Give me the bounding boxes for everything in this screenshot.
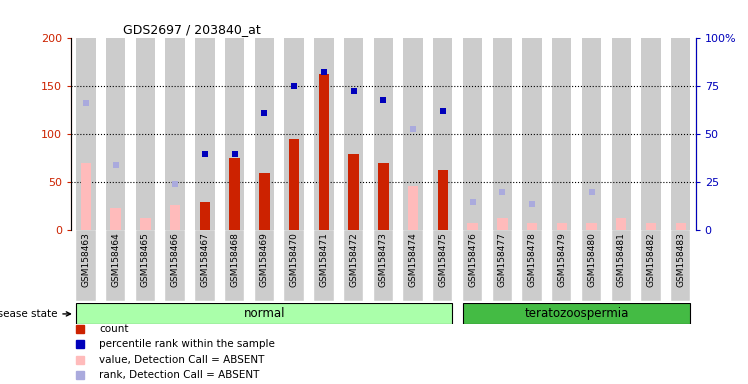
Text: count: count — [99, 324, 129, 334]
Bar — [641, 38, 660, 230]
Bar — [284, 38, 304, 230]
Text: GSM158481: GSM158481 — [617, 233, 626, 287]
Bar — [612, 38, 631, 230]
Text: GSM158471: GSM158471 — [319, 233, 328, 287]
Bar — [433, 230, 453, 301]
Bar — [374, 38, 393, 230]
Bar — [349, 154, 359, 230]
Text: teratozoospermia: teratozoospermia — [524, 308, 629, 320]
Bar — [314, 38, 334, 230]
Bar — [195, 230, 215, 301]
Text: rank, Detection Call = ABSENT: rank, Detection Call = ABSENT — [99, 370, 260, 381]
Text: GSM158478: GSM158478 — [527, 233, 536, 287]
Text: GSM158466: GSM158466 — [171, 233, 180, 287]
Text: normal: normal — [244, 308, 285, 320]
Bar — [225, 230, 245, 301]
Text: GSM158483: GSM158483 — [676, 233, 685, 287]
Bar — [403, 38, 423, 230]
Text: GSM158468: GSM158468 — [230, 233, 239, 287]
Text: value, Detection Call = ABSENT: value, Detection Call = ABSENT — [99, 355, 265, 365]
Bar — [76, 38, 96, 230]
Bar — [81, 163, 91, 230]
Text: GDS2697 / 203840_at: GDS2697 / 203840_at — [123, 23, 261, 36]
Text: GSM158479: GSM158479 — [557, 233, 566, 287]
Bar — [493, 230, 512, 301]
Bar — [165, 230, 185, 301]
Bar — [225, 38, 245, 230]
Bar — [463, 303, 690, 324]
Text: GSM158464: GSM158464 — [111, 233, 120, 287]
Bar — [675, 223, 686, 230]
Text: GSM158472: GSM158472 — [349, 233, 358, 287]
Bar — [200, 202, 210, 230]
Text: percentile rank within the sample: percentile rank within the sample — [99, 339, 275, 349]
Bar — [319, 74, 329, 230]
Bar — [671, 230, 690, 301]
Bar — [76, 230, 96, 301]
Bar — [522, 38, 542, 230]
Bar — [255, 38, 274, 230]
Bar — [140, 218, 150, 230]
Bar — [289, 139, 299, 230]
Bar — [493, 38, 512, 230]
Bar — [463, 230, 482, 301]
Bar — [582, 230, 601, 301]
Bar — [582, 38, 601, 230]
Text: disease state: disease state — [0, 309, 70, 319]
Bar — [106, 38, 126, 230]
Bar — [586, 223, 597, 230]
Bar — [671, 38, 690, 230]
Text: GSM158469: GSM158469 — [260, 233, 269, 287]
Bar — [468, 223, 478, 230]
Bar — [463, 38, 482, 230]
Text: GSM158467: GSM158467 — [200, 233, 209, 287]
Bar — [527, 223, 537, 230]
Bar — [284, 230, 304, 301]
Bar — [557, 223, 567, 230]
Text: GSM158473: GSM158473 — [378, 233, 388, 287]
Text: GSM158480: GSM158480 — [587, 233, 596, 287]
Bar — [255, 230, 274, 301]
Text: GSM158477: GSM158477 — [498, 233, 507, 287]
Bar — [135, 230, 155, 301]
Text: GSM158476: GSM158476 — [468, 233, 477, 287]
Bar — [408, 186, 418, 230]
Text: GSM158475: GSM158475 — [438, 233, 447, 287]
Bar — [433, 38, 453, 230]
Bar — [641, 230, 660, 301]
Text: GSM158470: GSM158470 — [289, 233, 298, 287]
Bar — [259, 173, 269, 230]
Bar — [378, 163, 388, 230]
Text: GSM158482: GSM158482 — [646, 233, 655, 287]
Bar — [344, 230, 364, 301]
Bar — [135, 38, 155, 230]
Bar — [522, 230, 542, 301]
Bar — [552, 38, 571, 230]
Bar — [344, 38, 364, 230]
Bar — [403, 230, 423, 301]
Bar — [165, 38, 185, 230]
Bar — [106, 230, 126, 301]
Bar — [646, 223, 656, 230]
Bar — [111, 208, 121, 230]
Text: GSM158465: GSM158465 — [141, 233, 150, 287]
Text: GSM158463: GSM158463 — [82, 233, 91, 287]
Bar — [497, 218, 508, 230]
Bar — [438, 170, 448, 230]
Bar — [552, 230, 571, 301]
Text: GSM158474: GSM158474 — [408, 233, 417, 287]
Bar — [230, 158, 240, 230]
Bar — [76, 303, 453, 324]
Bar — [616, 218, 627, 230]
Bar — [374, 230, 393, 301]
Bar — [314, 230, 334, 301]
Bar — [170, 205, 180, 230]
Bar — [612, 230, 631, 301]
Bar — [195, 38, 215, 230]
